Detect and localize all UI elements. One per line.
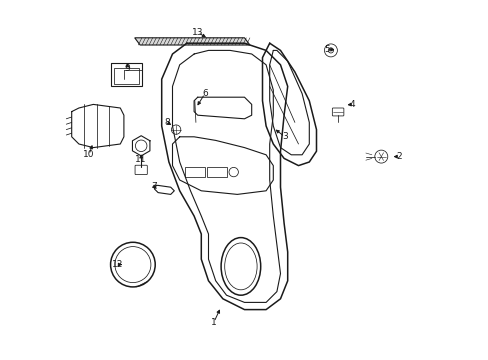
Text: 1: 1 [211,318,216,327]
Bar [185,167,204,177]
Text: 8: 8 [164,118,170,127]
Bar [111,63,142,86]
Text: 4: 4 [349,100,355,109]
Text: 10: 10 [83,150,95,159]
Text: 6: 6 [202,89,207,98]
Text: 2: 2 [396,152,401,161]
Text: 11: 11 [135,154,146,163]
Text: 3: 3 [282,132,287,141]
Bar [114,68,139,84]
Text: 5: 5 [324,45,329,54]
Text: 13: 13 [192,28,203,37]
Text: 12: 12 [112,260,123,269]
Text: 9: 9 [124,64,130,73]
Polygon shape [134,38,249,45]
Bar [207,167,227,177]
Text: 7: 7 [151,182,156,191]
